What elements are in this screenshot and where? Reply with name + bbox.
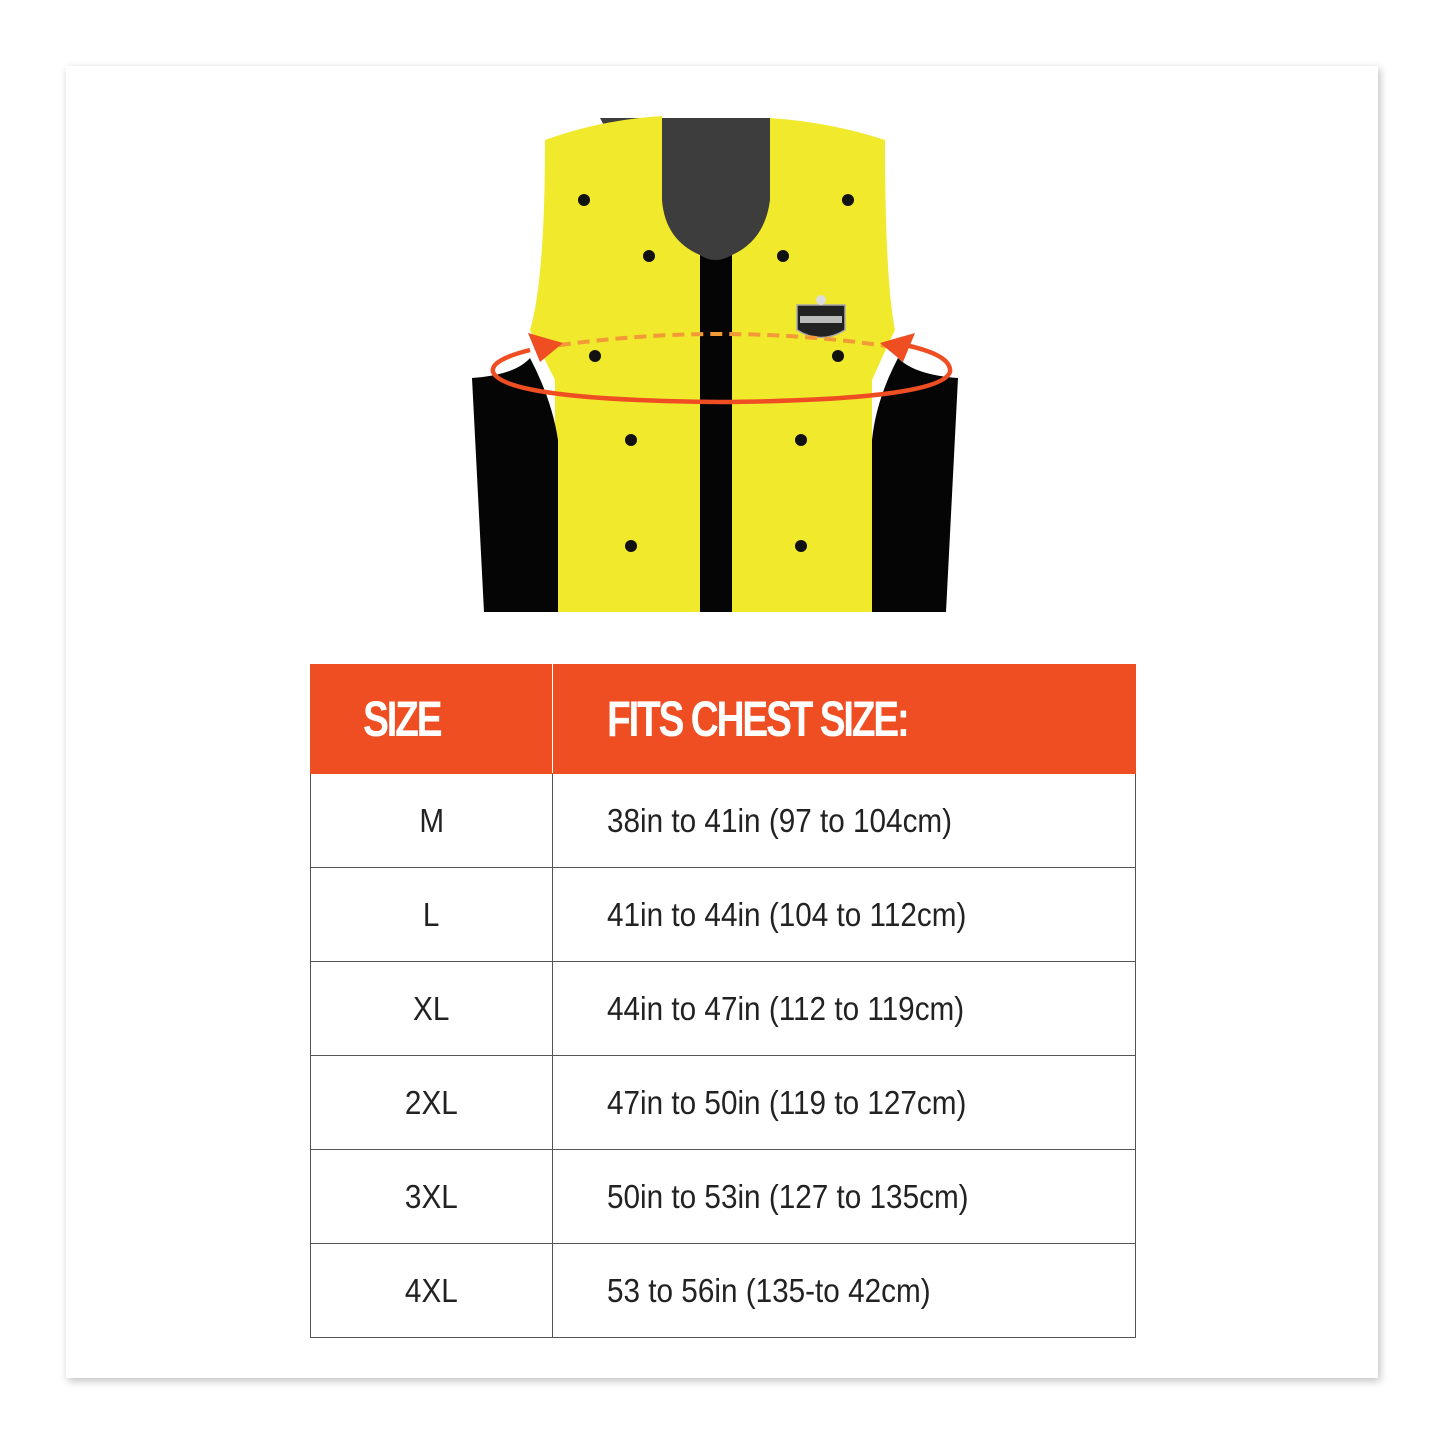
fit-cell: 50in to 53in (127 to 135cm) [552,1149,1136,1244]
table-row: 4XL 53 to 56in (135-to 42cm) [310,1243,1136,1338]
fit-cell: 53 to 56in (135-to 42cm) [552,1243,1136,1338]
vest-dots [578,194,854,552]
size-cell: 2XL [310,1055,553,1150]
vest-left-side-panel [472,358,558,612]
size-chart-table: SIZE FITS CHEST SIZE: M 38in to 41in (97 … [310,664,1136,1338]
size-cell: M [310,773,553,868]
table-row: 3XL 50in to 53in (127 to 135cm) [310,1149,1136,1244]
table-header-row: SIZE FITS CHEST SIZE: [310,664,1136,774]
size-cell: 4XL [310,1243,553,1338]
chest-measure-front [490,342,953,405]
vest-right-side-panel [872,358,958,612]
fit-cell: 41in to 44in (104 to 112cm) [552,867,1136,962]
fit-cell: 44in to 47in (112 to 119cm) [552,961,1136,1056]
fit-cell: 47in to 50in (119 to 127cm) [552,1055,1136,1150]
chest-measure-back-dashed [539,332,901,350]
header-fits-chest: FITS CHEST SIZE: [552,664,1136,774]
table-row: M 38in to 41in (97 to 104cm) [310,773,1136,868]
size-cell: XL [310,961,553,1056]
vest-zipper [700,255,732,612]
size-cell: L [310,867,553,962]
fit-cell: 38in to 41in (97 to 104cm) [552,773,1136,868]
vest-left-front [530,116,700,612]
vest-right-front [732,118,895,612]
arrow-left-icon [528,333,563,362]
table-row: XL 44in to 47in (112 to 119cm) [310,961,1136,1056]
size-cell: 3XL [310,1149,553,1244]
ergodyne-logo [796,295,846,339]
arrow-right-icon [880,333,915,362]
table-row: L 41in to 44in (104 to 112cm) [310,867,1136,962]
vest-illustration [472,116,958,612]
table-row: 2XL 47in to 50in (119 to 127cm) [310,1055,1136,1150]
header-size: SIZE [310,664,553,774]
